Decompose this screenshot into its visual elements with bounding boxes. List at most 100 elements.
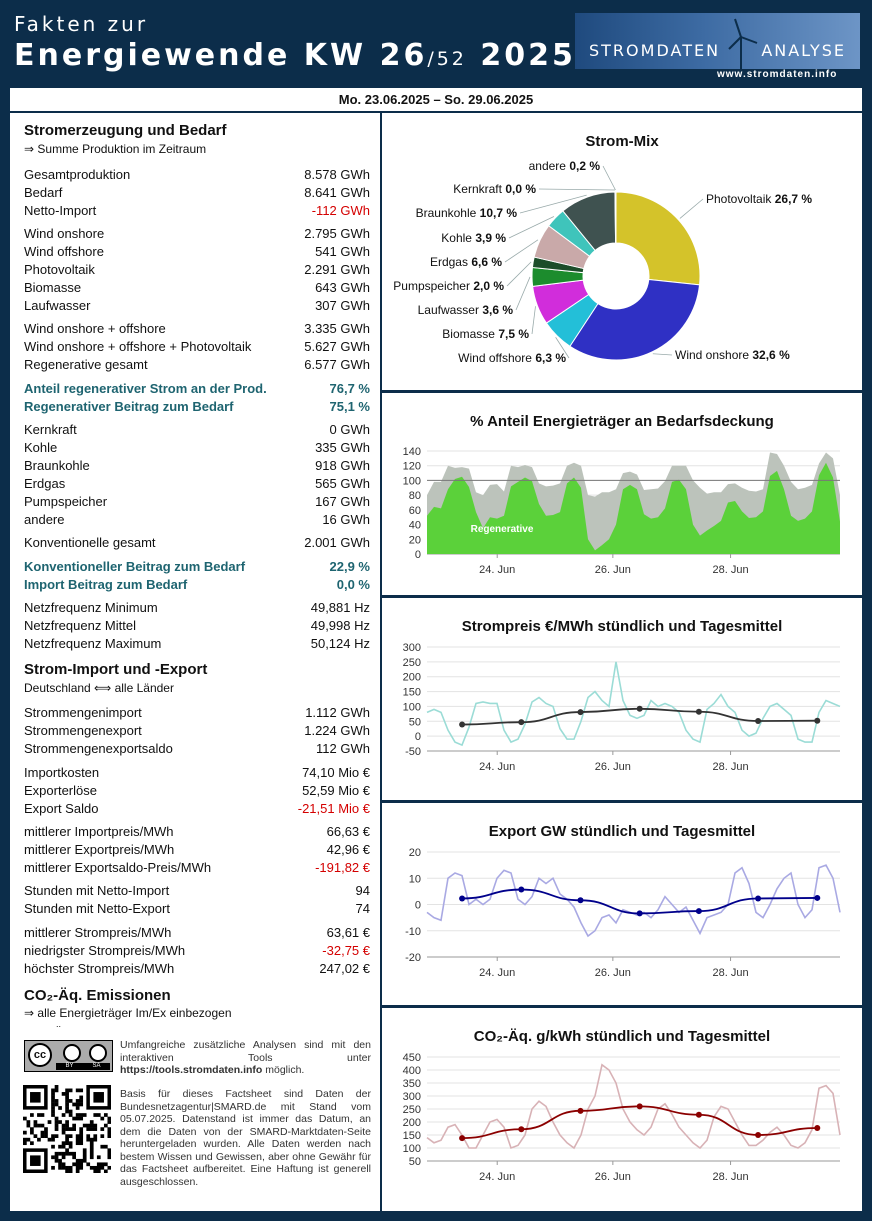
bedarfsdeckung-chart: 140 120 100 80 60 40 20 0 24. Jun 26. Jun 28. Jun R… xyxy=(403,446,840,576)
daily-mean-point xyxy=(755,717,762,724)
header-line1: Fakten zur xyxy=(14,12,149,36)
production-value: -112 GWh xyxy=(311,203,370,218)
export-title: Export GW stündlich und Tagesmittel xyxy=(488,823,756,840)
production-label: Konventionelle gesamt xyxy=(24,535,156,550)
production-row: Netto-Import -112 GWh xyxy=(24,202,370,220)
date-range: Mo. 23.06.2025 – So. 29.06.2025 xyxy=(10,88,862,111)
production-value: 0,0 % xyxy=(336,577,370,592)
import-export-row: mittlerer Exportsaldo-Preis/MWh -191,82 € xyxy=(24,859,370,877)
panel-export: Export GW stündlich und Tagesmittel 20 10… xyxy=(382,803,862,1005)
tools-link[interactable]: https://tools.stromdaten.info xyxy=(120,1064,263,1076)
y-tick-label: 200 xyxy=(403,1117,421,1129)
production-label: Regenerativer Beitrag zum Bedarf xyxy=(24,399,234,414)
production-value: 2.001 GWh xyxy=(304,535,370,550)
production-row: Gesamtproduktion 8.578 GWh xyxy=(24,166,370,184)
line-series-hourly xyxy=(426,661,841,747)
production-value: 6.577 GWh xyxy=(304,357,370,372)
footer-tools-text: Umfangreiche zusätzliche Analysen sind m… xyxy=(120,1039,371,1077)
production-value: 75,1 % xyxy=(329,399,370,414)
import-export-value: 247,02 € xyxy=(319,961,370,976)
production-row: Wind onshore 2.795 GWh xyxy=(24,225,370,243)
production-label: Konventioneller Beitrag zum Bedarf xyxy=(24,559,246,574)
y-tick-label: 50 xyxy=(409,716,421,728)
area-series-regenerative xyxy=(427,462,840,554)
daily-mean-point xyxy=(636,705,643,712)
y-tick-label: 300 xyxy=(403,642,421,654)
import-export-label: mittlerer Strompreis/MWh xyxy=(24,925,172,940)
production-value: 0 GWh xyxy=(329,422,370,437)
y-tick-label: 20 xyxy=(409,534,421,546)
daily-mean-point xyxy=(814,717,821,724)
production-label: Wind offshore xyxy=(24,244,104,259)
production-label: Netzfrequenz Maximum xyxy=(24,636,162,651)
y-tick-label: 140 xyxy=(403,446,421,458)
x-tick-label: 24. Jun xyxy=(479,564,515,576)
import-export-value: 94 xyxy=(355,883,370,898)
import-export-value: 63,61 € xyxy=(326,925,370,940)
production-value: 643 GWh xyxy=(315,280,370,295)
pie-label: Kernkraft 0,0 % xyxy=(453,182,536,196)
import-export-row: mittlerer Importpreis/MWh 66,63 € xyxy=(24,823,370,841)
import-export-row: Stunden mit Netto-Import 94 xyxy=(24,882,370,900)
production-value: 50,124 Hz xyxy=(310,636,370,651)
x-tick-label: 26. Jun xyxy=(595,967,631,979)
strompreis-title: Strompreis €/MWh stündlich und Tagesmitt… xyxy=(461,618,783,635)
pie-leader-line xyxy=(508,216,555,239)
import-export-value: 66,63 € xyxy=(326,824,370,839)
pie-leader-line xyxy=(504,239,539,263)
production-row: andere 16 GWh xyxy=(24,511,370,529)
y-tick-label: 100 xyxy=(403,701,421,713)
production-label: Kernkraft xyxy=(24,422,77,437)
production-row: Braunkohle 918 GWh xyxy=(24,457,370,475)
production-label: Kohle xyxy=(24,440,58,455)
brand-url[interactable]: www.stromdaten.info xyxy=(717,69,838,80)
daily-mean-point xyxy=(695,1111,702,1118)
import-export-value: 42,96 € xyxy=(326,842,370,857)
section-subtitle-production: ⇒ Summe Produktion im Zeitraum xyxy=(24,142,207,156)
pie-label: Biomasse 7,5 % xyxy=(442,327,529,341)
production-value: 5.627 GWh xyxy=(304,339,370,354)
import-export-row: mittlerer Exportpreis/MWh 42,96 € xyxy=(24,841,370,859)
production-label: Bedarf xyxy=(24,185,63,200)
import-export-value: 1.224 GWh xyxy=(304,723,370,738)
y-tick-label: 200 xyxy=(403,672,421,684)
production-label: Gesamtproduktion xyxy=(24,167,131,182)
daily-mean-point xyxy=(518,1126,525,1133)
section-title-production: Stromerzeugung und Bedarf xyxy=(24,122,227,139)
import-export-value: -21,51 Mio € xyxy=(297,801,370,816)
y-tick-label: 20 xyxy=(409,847,421,859)
y-tick-label: 450 xyxy=(403,1052,421,1064)
import-export-label: Exporterlöse xyxy=(24,783,97,798)
y-tick-label: 100 xyxy=(403,475,421,487)
daily-mean-point xyxy=(459,1135,466,1142)
y-tick-label: 250 xyxy=(403,1104,421,1116)
production-label: Braunkohle xyxy=(24,458,90,473)
import-export-value: 52,59 Mio € xyxy=(302,783,370,798)
sa-icon xyxy=(89,1044,107,1062)
import-export-row: Strommengenexportsaldo 112 GWh xyxy=(24,740,370,758)
by-icon xyxy=(63,1044,81,1062)
qr-code[interactable] xyxy=(23,1085,111,1173)
production-row: Kernkraft 0 GWh xyxy=(24,421,370,439)
section-subtitle-co2: ⇒ alle Energieträger Im/Ex einbezogen xyxy=(24,1006,232,1020)
production-value: 2.291 GWh xyxy=(304,262,370,277)
import-export-value: -191,82 € xyxy=(315,860,370,875)
import-export-label: niedrigster Strompreis/MWh xyxy=(24,943,186,958)
cc-license-badge[interactable]: cc BY SA xyxy=(24,1040,113,1072)
production-value: 2.795 GWh xyxy=(304,226,370,241)
production-row: Wind offshore 541 GWh xyxy=(24,243,370,261)
import-export-label: Importkosten xyxy=(24,765,100,780)
y-tick-label: 150 xyxy=(403,687,421,699)
panel-strompreis: Strompreis €/MWh stündlich und Tagesmitt… xyxy=(382,598,862,800)
import-export-row: Exporterlöse 52,59 Mio € xyxy=(24,782,370,800)
import-export-label: Stunden mit Netto-Export xyxy=(24,901,170,916)
production-row: Netzfrequenz Mittel 49,998 Hz xyxy=(24,617,370,635)
pie-slice-andere xyxy=(614,191,617,244)
pie-slice-wind-onshore xyxy=(569,278,701,361)
header-line2: Energiewende KW 26/52 2025 xyxy=(14,38,576,77)
production-row: Wind onshore + offshore 3.335 GWh xyxy=(24,320,370,338)
y-tick-label: 60 xyxy=(409,505,421,517)
y-tick-label: 0 xyxy=(415,549,421,561)
production-row: Import Beitrag zum Bedarf 0,0 % xyxy=(24,576,370,594)
